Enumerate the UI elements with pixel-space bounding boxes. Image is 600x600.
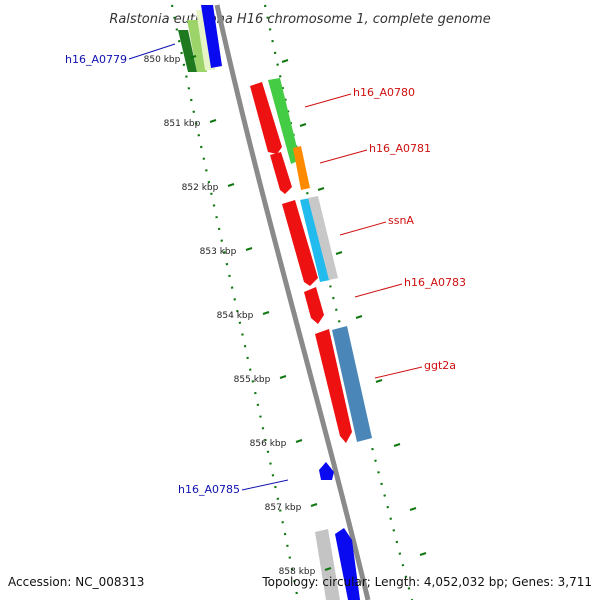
gene-leader-line: [354, 283, 403, 298]
kbp-tick-mark: [189, 55, 197, 59]
kbp-tick-label: 853 kbp: [200, 247, 237, 257]
gene-label-layer: h16_A0779 h16_A0780 h16_A0781 ssnA h16_A0783…: [65, 43, 466, 496]
gene-leader-line: [374, 366, 423, 379]
kbp-tick-mark: [310, 503, 318, 507]
gene-block[interactable]: [201, 5, 222, 68]
gene-arrow[interactable]: [304, 287, 324, 324]
gene-leader-line: [241, 479, 289, 491]
gene-block[interactable]: [178, 30, 197, 72]
gene-label[interactable]: ssnA: [388, 214, 414, 227]
kbp-tick-mark: [209, 119, 217, 123]
kbp-tick-mark-right: [317, 187, 325, 191]
gene-arrow[interactable]: [315, 329, 352, 443]
kbp-tick-mark-right: [375, 379, 383, 383]
kbp-tick-label: 851 kbp: [164, 119, 201, 129]
kbp-tick-mark-right: [335, 251, 343, 255]
kbp-tick-mark-right: [355, 315, 363, 319]
kbp-tick-mark-right: [393, 443, 401, 447]
gene-arrow[interactable]: [335, 528, 360, 600]
gene-label[interactable]: h16_A0780: [353, 86, 415, 99]
gene-arrow[interactable]: [282, 200, 318, 286]
kbp-tick-label: 857 kbp: [265, 503, 302, 513]
kbp-tick-mark: [262, 311, 270, 315]
gene-arrow[interactable]: [319, 462, 334, 480]
gene-label[interactable]: h16_A0781: [369, 142, 431, 155]
gene-leader-line: [319, 149, 368, 164]
gene-label[interactable]: h16_A0785: [178, 483, 240, 496]
gene-label[interactable]: ggt2a: [424, 359, 456, 372]
kbp-tick-mark-right: [299, 123, 307, 127]
gene-arrow[interactable]: [293, 146, 310, 190]
gene-arrow[interactable]: [308, 196, 338, 280]
gene-label[interactable]: h16_A0783: [404, 276, 466, 289]
outer-dotted-ring-right: [263, 4, 414, 600]
kbp-tick-mark-right: [281, 59, 289, 63]
gene-cluster-ssna: [282, 196, 338, 286]
kbp-tick-mark: [245, 247, 253, 251]
gene-cluster-a0783: [304, 287, 324, 324]
gene-leader-line: [339, 221, 387, 236]
gene-leader-line: [128, 43, 176, 60]
kbp-tick-label: 850 kbp: [144, 55, 181, 65]
gene-leader-line: [304, 93, 352, 108]
kbp-tick-mark: [279, 375, 287, 379]
gene-block[interactable]: [315, 529, 340, 600]
gene-block[interactable]: [187, 20, 207, 72]
kbp-tick-mark: [324, 567, 332, 571]
gene-arrow[interactable]: [332, 326, 372, 442]
gene-cluster-ggt2a: [315, 326, 372, 443]
gene-arrow[interactable]: [250, 82, 282, 154]
gene-arrow[interactable]: [270, 152, 292, 194]
kbp-tick-mark: [227, 183, 235, 187]
kbp-tick-label: 856 kbp: [250, 439, 287, 449]
accession-text: Accession: NC_008313: [8, 575, 144, 589]
gene-label[interactable]: h16_A0779: [65, 53, 127, 66]
topology-text: Topology: circular; Length: 4,052,032 bp…: [261, 575, 592, 589]
kbp-tick-label: 858 kbp: [279, 567, 316, 577]
kbp-tick-label: 852 kbp: [182, 183, 219, 193]
kbp-tick-mark-right: [409, 507, 417, 511]
kbp-tick-mark: [295, 439, 303, 443]
kbp-tick-label: 854 kbp: [217, 311, 254, 321]
gene-arrow[interactable]: [268, 78, 300, 164]
chromosome-backbone: [214, 4, 371, 600]
gene-cluster-top: [178, 5, 222, 72]
gene-arrow[interactable]: [300, 198, 330, 282]
tick-layer: 850 kbp 851 kbp 852 kbp 853 kbp 854 kbp 855 k…: [144, 55, 427, 577]
kbp-tick-label: 855 kbp: [234, 375, 271, 385]
map-title: Ralstonia eutropha H16 chromosome 1, com…: [109, 12, 490, 27]
kbp-tick-mark-right: [419, 552, 427, 556]
gene-cluster-bottom: [315, 528, 360, 600]
gene-cluster-a0780: [250, 78, 310, 194]
